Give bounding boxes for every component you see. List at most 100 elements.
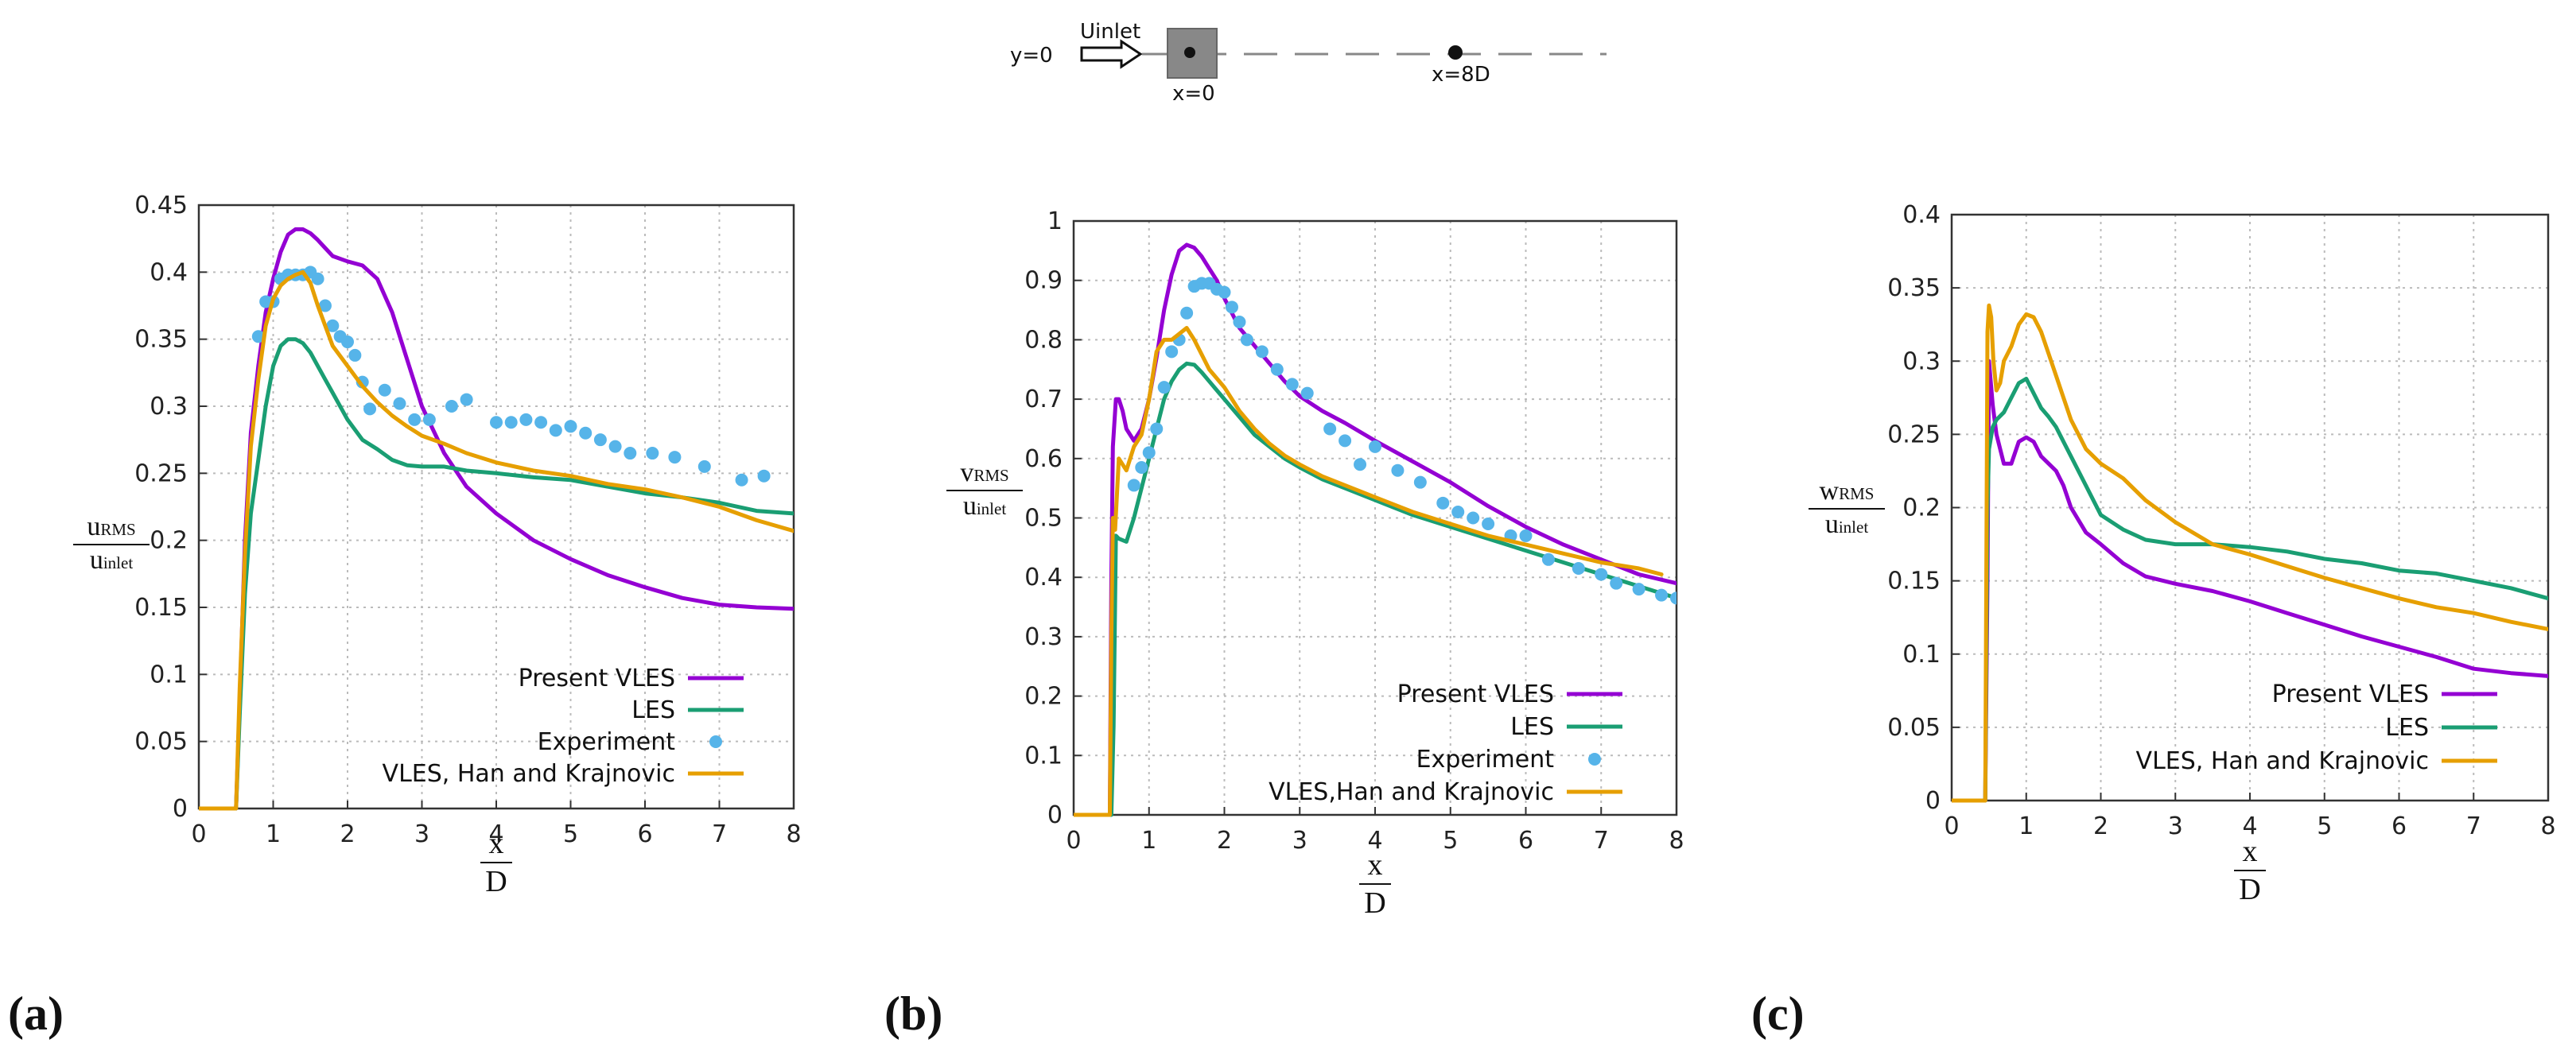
experiment-point: [1369, 440, 1381, 453]
x-tick-label: 1: [2018, 812, 2034, 840]
experiment-point: [1180, 306, 1194, 320]
experiment-point: [549, 424, 562, 437]
probe-point: [1448, 45, 1463, 60]
experiment-point: [1610, 576, 1623, 590]
experiment-point: [363, 402, 377, 416]
legend-label-les: LES: [631, 696, 675, 724]
inlet-arrow-icon: [1080, 39, 1143, 69]
y-tick-label: 0.3: [150, 393, 188, 421]
experiment-point: [1391, 463, 1405, 477]
experiment-point: [1270, 363, 1284, 376]
series-line-les: [1074, 361, 1677, 817]
schematic-y-label: y=0: [1010, 44, 1053, 68]
chart-panel-c: 0 1 2 3 4 5 6 7 8 0 0.05 0.1 0.15 0.2 0.25 0.3 0.35 0.4 wR…: [1751, 201, 2556, 1040]
y-tick-label: 0: [1047, 801, 1063, 829]
y-tick-label: 0.25: [134, 460, 188, 487]
experiment-point: [311, 272, 324, 285]
x-tick-label: 7: [712, 820, 727, 848]
experiment-point: [422, 413, 436, 426]
experiment-point: [326, 319, 340, 332]
experiment-point: [534, 416, 548, 429]
x-tick-label: 4: [1367, 827, 1382, 855]
experiment-point: [1354, 458, 1367, 471]
experiment-point: [1572, 561, 1585, 575]
panel-label: (b): [884, 987, 942, 1040]
series-line-present: [1952, 359, 2548, 803]
series-line-han: [199, 270, 794, 811]
x-axis-label-denominator: D: [2239, 873, 2260, 906]
x-tick-label: 0: [1066, 827, 1081, 855]
x-tick-label: 0: [1944, 812, 1959, 840]
y-tick-label: 0.25: [1887, 421, 1941, 448]
experiment-point: [757, 469, 771, 483]
experiment-point: [1519, 529, 1533, 542]
x-tick-label: 2: [1217, 827, 1232, 855]
experiment-point: [1285, 378, 1299, 391]
legend-label-han: VLES, Han and Krajnovic: [383, 760, 675, 788]
y-tick-label: 0.6: [1024, 445, 1063, 473]
x-tick-label: 8: [1669, 827, 1684, 855]
x-tick-label: 3: [414, 820, 429, 848]
legend-label-experiment: Experiment: [1416, 746, 1555, 774]
legend: Present VLES LES Experiment VLES,Han and Kr…: [1269, 681, 1622, 806]
y-tick-label: 0.8: [1024, 326, 1063, 354]
experiment-point: [1233, 315, 1246, 328]
experiment-point: [646, 447, 659, 460]
x-axis-label-numerator: x: [1368, 848, 1383, 882]
y-tick-label: 0.45: [134, 192, 188, 219]
legend-label-han: VLES, Han and Krajnovic: [2136, 747, 2429, 775]
y-tick-label: 0.2: [1024, 683, 1063, 711]
x-tick-label: 4: [488, 820, 503, 848]
x-tick-label: 1: [266, 820, 281, 848]
y-tick-label: 0.9: [1024, 267, 1063, 295]
series-line-les: [1952, 376, 2548, 803]
experiment-point: [1127, 479, 1140, 492]
x-axis-label: xD: [480, 827, 512, 898]
x-tick-label: 1: [1141, 827, 1156, 855]
schematic-inlet-label: Uinlet: [1080, 20, 1140, 44]
experiment-point: [1339, 434, 1352, 448]
y-tick-label: 0.7: [1024, 386, 1063, 413]
x-tick-label: 4: [2242, 812, 2257, 840]
x-tick-label: 2: [340, 820, 355, 848]
experiment-point: [251, 330, 265, 343]
legend-label-present: Present VLES: [1397, 681, 1554, 708]
experiment-point: [460, 393, 473, 406]
x-axis-label-denominator: D: [1364, 886, 1385, 920]
experiment-point: [608, 440, 622, 453]
experiment-point: [697, 460, 711, 473]
schematic-x8-label: x=8D: [1432, 63, 1490, 87]
y-tick-label: 0.4: [150, 258, 188, 286]
y-tick-label: 0.05: [134, 728, 188, 756]
panel-label: (c): [1751, 987, 1805, 1040]
y-tick-label: 0.5: [1024, 505, 1063, 533]
experiment-point: [445, 400, 458, 413]
experiment-point: [1632, 583, 1645, 596]
experiment-point: [1142, 446, 1156, 460]
x-axis-label-denominator: D: [485, 865, 507, 898]
y-axis-label: wRMS uinlet: [1809, 476, 1885, 539]
x-axis-label: xD: [1359, 848, 1391, 920]
y-axis-label-numerator: uRMS: [87, 512, 135, 541]
series-line-han: [1952, 303, 2548, 803]
y-tick-label: 1: [1047, 207, 1063, 235]
series-line-present: [1074, 242, 1677, 817]
y-axis-label: vRMS uinlet: [946, 458, 1023, 521]
experiment-point: [593, 433, 607, 447]
experiment-point: [348, 348, 362, 362]
experiment-point: [1323, 422, 1337, 436]
x-axis-label: xD: [2234, 835, 2266, 906]
y-axis-label: uRMS uinlet: [73, 512, 150, 575]
y-tick-label: 0: [173, 795, 188, 823]
y-tick-label: 0.2: [150, 527, 188, 555]
experiment-point: [318, 299, 332, 312]
experiment-point: [564, 420, 577, 433]
y-axis-label-numerator: vRMS: [960, 458, 1008, 487]
legend-swatch-experiment: [1588, 753, 1601, 766]
plot-area: [1952, 303, 2548, 803]
x-tick-label: 3: [2168, 812, 2183, 840]
x-tick-label: 5: [2317, 812, 2332, 840]
y-tick-label: 0.35: [1887, 274, 1941, 302]
x-tick-label: 8: [2540, 812, 2555, 840]
